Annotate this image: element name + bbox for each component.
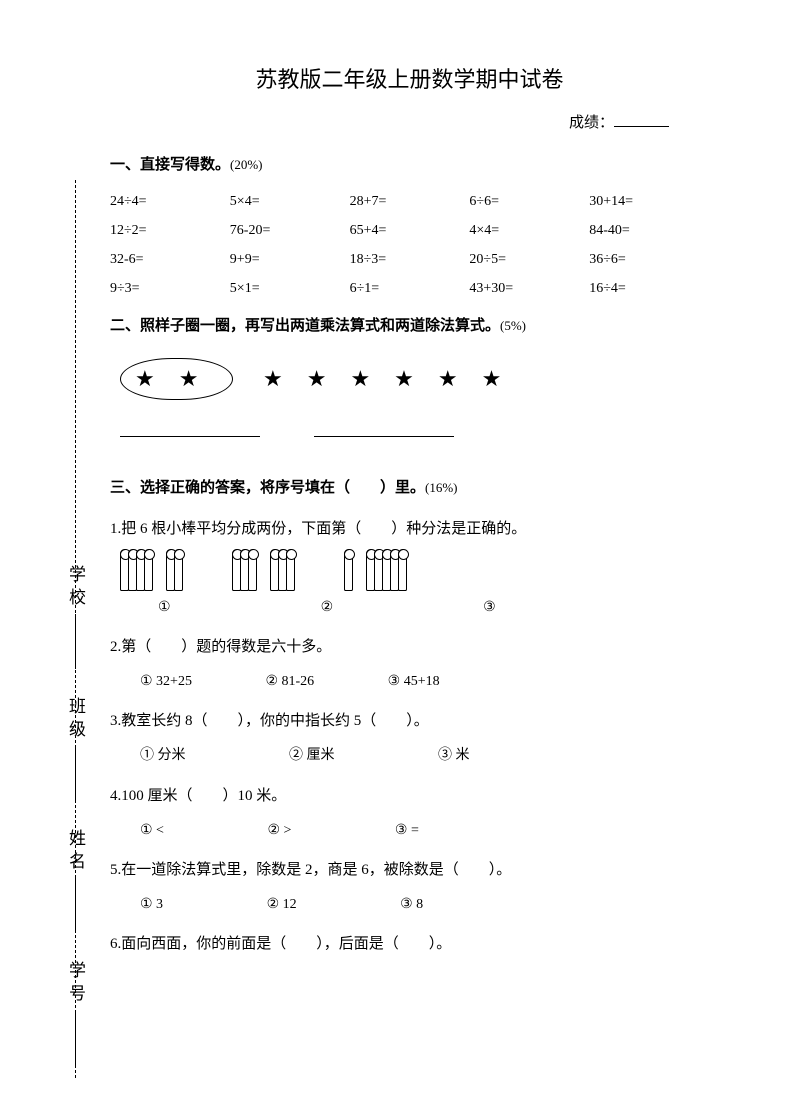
section-1-title: 一、直接写得数。(20%) [110,152,709,179]
sticks-row [120,549,709,591]
math-cell[interactable]: 20÷5= [469,247,589,272]
math-cell[interactable]: 9+9= [230,247,350,272]
star-circle: ★★ [120,358,233,400]
q1-numbers: ① ② ③ [158,595,709,620]
answer-lines-1 [120,420,709,447]
math-cell[interactable]: 65+4= [350,218,470,243]
star-icon: ★ [179,366,223,391]
math-cell[interactable]: 24÷4= [110,189,230,214]
binding-labels: 学校 班级 姓名 学号 [48,565,103,1078]
math-cell[interactable]: 18÷3= [350,247,470,272]
score-blank[interactable] [614,126,669,127]
star-icon: ★ [350,366,394,391]
s3-text: 三、选择正确的答案，将序号填在（ ）里。 [110,480,425,496]
q2: 2.第（ ）题的得数是六十多。 [110,634,709,661]
math-cell[interactable]: 9÷3= [110,276,230,301]
math-cell[interactable]: 84-40= [589,218,709,243]
q2-opt-b[interactable]: ② 81-26 [265,669,314,694]
math-cell[interactable]: 6÷6= [469,189,589,214]
q3-options: ① 分米 ② 厘米 ③ 米 [140,743,709,768]
stick-option-1 [120,549,182,591]
opt-num-2: ② [321,595,334,620]
q1: 1.把 6 根小棒平均分成两份，下面第（ ）种分法是正确的。 [110,516,709,543]
star-icon: ★ [394,366,438,391]
label-number: 学号 [66,961,85,1007]
q3-opt-b[interactable]: ② 厘米 [289,743,335,768]
section-3-title: 三、选择正确的答案，将序号填在（ ）里。(16%) [110,475,709,502]
label-school: 学校 [66,565,85,611]
q5-opt-b[interactable]: ② 12 [267,892,297,917]
q4: 4.100 厘米（ ）10 米。 [110,783,709,810]
q3: 3.教室长约 8（ ），你的中指长约 5（ ）。 [110,708,709,735]
q2-opt-a[interactable]: ① 32+25 [140,669,192,694]
opt-num-3: ③ [483,595,496,620]
s3-pct: (16%) [425,480,458,495]
s1-pct: (20%) [230,157,263,172]
math-cell[interactable]: 43+30= [469,276,589,301]
opt-num-1: ① [158,595,171,620]
q4-opt-a[interactable]: ① < [140,818,164,843]
stick-option-2 [232,549,294,591]
math-cell[interactable]: 76-20= [230,218,350,243]
binding-margin: 学校 班级 姓名 学号 [50,180,100,1078]
star-icon: ★ [135,366,179,391]
answer-blank[interactable] [120,436,260,437]
q4-opt-c[interactable]: ③ = [395,818,419,843]
q2-options: ① 32+25 ② 81-26 ③ 45+18 [140,669,709,694]
section-2-title: 二、照样子圈一圈，再写出两道乘法算式和两道除法算式。(5%) [110,313,709,340]
math-cell[interactable]: 4×4= [469,218,589,243]
page-title: 苏教版二年级上册数学期中试卷 [110,60,709,100]
star-icon: ★ [307,366,351,391]
math-cell[interactable]: 5×4= [230,189,350,214]
q4-options: ① < ② > ③ = [140,818,709,843]
star-icon: ★ [482,366,526,391]
answer-blank[interactable] [314,436,454,437]
q5: 5.在一道除法算式里，除数是 2，商是 6，被除数是（ ）。 [110,857,709,884]
math-grid: 24÷4= 5×4= 28+7= 6÷6= 30+14= 12÷2= 76-20… [110,189,709,302]
star-icon: ★ [438,366,482,391]
q3-opt-c[interactable]: ③ 米 [438,743,470,768]
star-icon: ★ [263,366,307,391]
label-name: 姓名 [66,829,85,875]
q6: 6.面向西面，你的前面是（ ），后面是（ ）。 [110,931,709,958]
math-cell[interactable]: 12÷2= [110,218,230,243]
score-label: 成绩： [569,115,614,131]
q3-opt-a[interactable]: ① 分米 [140,743,186,768]
score-line: 成绩： [110,110,709,137]
stars-row: ★★ ★★★★★★ [120,358,709,400]
q4-opt-b[interactable]: ② > [267,818,291,843]
q5-opt-c[interactable]: ③ 8 [400,892,423,917]
math-cell[interactable]: 32-6= [110,247,230,272]
math-cell[interactable]: 6÷1= [350,276,470,301]
math-cell[interactable]: 16÷4= [589,276,709,301]
label-class: 班级 [66,697,85,743]
q5-options: ① 3 ② 12 ③ 8 [140,892,709,917]
q5-opt-a[interactable]: ① 3 [140,892,163,917]
s2-text: 二、照样子圈一圈，再写出两道乘法算式和两道除法算式。 [110,318,500,334]
s2-pct: (5%) [500,318,526,333]
math-cell[interactable]: 5×1= [230,276,350,301]
math-cell[interactable]: 30+14= [589,189,709,214]
math-cell[interactable]: 28+7= [350,189,470,214]
math-cell[interactable]: 36÷6= [589,247,709,272]
stick-option-3 [344,549,406,591]
s1-text: 一、直接写得数。 [110,157,230,173]
q2-opt-c[interactable]: ③ 45+18 [388,669,440,694]
